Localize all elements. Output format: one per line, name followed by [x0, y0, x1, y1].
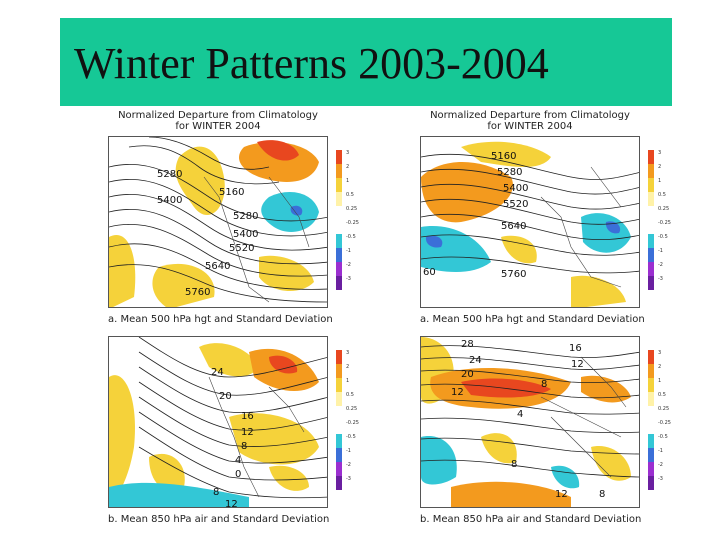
slide-title: Winter Patterns 2003-2004 [74, 39, 549, 88]
map-plot: 28 24 20 16 12 8 12 4 8 12 8 [420, 336, 640, 508]
scale-tick: 1 [346, 178, 350, 184]
contour-label: 28 [461, 339, 474, 350]
scale-tick: -2 [346, 262, 351, 268]
scale-tick: 2 [658, 364, 662, 370]
contour-label: 5520 [229, 243, 254, 254]
scale-tick: -0.5 [658, 434, 668, 440]
contour-label: 8 [599, 489, 605, 500]
contour-label: 5640 [205, 261, 230, 272]
scale-tick: -1 [346, 248, 351, 254]
scale-tick: 0.5 [346, 192, 354, 198]
scale-tick: 1 [658, 378, 662, 384]
scale-tick: -0.5 [346, 234, 356, 240]
panel-header: Normalized Departure from Climatology fo… [108, 110, 328, 132]
panel-caption: b. Mean 850 hPa air and Standard Deviati… [108, 514, 330, 525]
contour-label: 5640 [501, 221, 526, 232]
scale-tick: -3 [658, 276, 663, 282]
contour-map: 24 20 16 12 8 4 0 8 12 [109, 337, 327, 508]
scale-tick: -0.25 [346, 420, 359, 426]
contour-label: 16 [241, 411, 254, 422]
scale-tick: -1 [658, 448, 663, 454]
scale-tick: -0.25 [346, 220, 359, 226]
contour-label: 5400 [157, 195, 182, 206]
scale-tick: 0.25 [346, 206, 358, 212]
color-scale: 3 2 1 0.5 0.25 -0.25 -0.5 -1 -2 -3 [336, 150, 366, 290]
contour-label: 8 [213, 487, 219, 498]
contour-label: 5280 [497, 167, 522, 178]
scale-tick: 3 [346, 150, 350, 156]
scale-tick: -2 [346, 462, 351, 468]
scale-tick: -3 [658, 476, 663, 482]
contour-label: 20 [219, 391, 232, 402]
contour-label: 5760 [185, 287, 210, 298]
map-plot: 24 20 16 12 8 4 0 8 12 [108, 336, 328, 508]
contour-label: 5520 [503, 199, 528, 210]
scale-tick: -1 [658, 248, 663, 254]
scale-tick: 2 [346, 364, 350, 370]
contour-label: 5400 [233, 229, 258, 240]
panel-caption: a. Mean 500 hPa hgt and Standard Deviati… [420, 314, 645, 325]
contour-label: 5160 [491, 151, 516, 162]
scale-tick: -2 [658, 262, 663, 268]
contour-label: 8 [511, 459, 517, 470]
scale-tick: -3 [346, 476, 351, 482]
contour-label: 16 [569, 343, 582, 354]
scale-tick: -0.5 [658, 234, 668, 240]
scale-tick: 0.5 [658, 392, 666, 398]
header-line-1: Normalized Departure from Climatology [118, 110, 318, 121]
header-line-2: for WINTER 2004 [487, 121, 573, 132]
scale-tick: 0.5 [658, 192, 666, 198]
contour-label: 12 [555, 489, 568, 500]
scale-tick: -0.25 [658, 420, 671, 426]
contour-label: 24 [211, 367, 224, 378]
contour-label: 4 [235, 455, 241, 466]
scale-tick: 3 [346, 350, 350, 356]
contour-label: 5280 [233, 211, 258, 222]
scale-tick: 2 [658, 164, 662, 170]
contour-map: 5160 5280 5400 5520 5640 5760 60 [421, 141, 639, 307]
contour-label: 24 [469, 355, 482, 366]
contour-label: 8 [241, 441, 247, 452]
contour-label: 20 [461, 369, 474, 380]
contour-label: 12 [451, 387, 464, 398]
contour-label: 12 [571, 359, 584, 370]
scale-tick: -1 [346, 448, 351, 454]
contour-map: 5280 5160 5400 5280 5400 5520 5640 5760 [109, 137, 327, 307]
contour-map: 28 24 20 16 12 8 12 4 8 12 8 [421, 337, 639, 507]
scale-tick: -3 [346, 276, 351, 282]
scale-tick: 0.25 [346, 406, 358, 412]
color-scale: 3 2 1 0.5 0.25 -0.25 -0.5 -1 -2 -3 [648, 150, 678, 290]
contour-label: 5400 [503, 183, 528, 194]
scale-tick: 1 [346, 378, 350, 384]
map-plot: 5280 5160 5400 5280 5400 5520 5640 5760 [108, 136, 328, 308]
panel-caption: b. Mean 850 hPa air and Standard Deviati… [420, 514, 642, 525]
scale-tick: -0.25 [658, 220, 671, 226]
header-line-2: for WINTER 2004 [175, 121, 261, 132]
contour-label: 12 [241, 427, 254, 438]
color-scale: 3 2 1 0.5 0.25 -0.25 -0.5 -1 -2 -3 [648, 350, 678, 490]
contour-label: 5760 [501, 269, 526, 280]
scale-tick: 1 [658, 178, 662, 184]
contour-label: 8 [541, 379, 547, 390]
color-scale: 3 2 1 0.5 0.25 -0.25 -0.5 -1 -2 -3 [336, 350, 366, 490]
scale-tick: -2 [658, 462, 663, 468]
map-plot: 5160 5280 5400 5520 5640 5760 60 [420, 136, 640, 308]
scale-tick: 0.25 [658, 206, 670, 212]
header-line-1: Normalized Departure from Climatology [430, 110, 630, 121]
scale-tick: 3 [658, 350, 662, 356]
scale-tick: -0.5 [346, 434, 356, 440]
scale-tick: 0.5 [346, 392, 354, 398]
scale-tick: 2 [346, 164, 350, 170]
panel-header: Normalized Departure from Climatology fo… [420, 110, 640, 132]
scale-tick: 3 [658, 150, 662, 156]
title-banner: Winter Patterns 2003-2004 [60, 18, 672, 106]
contour-label: 5160 [219, 187, 244, 198]
contour-label: 5280 [157, 169, 182, 180]
panel-caption: a. Mean 500 hPa hgt and Standard Deviati… [108, 314, 333, 325]
contour-label: 4 [517, 409, 523, 420]
contour-label: 0 [235, 469, 241, 480]
scale-tick: 0.25 [658, 406, 670, 412]
contour-label: 12 [225, 499, 238, 508]
contour-label: 60 [423, 267, 436, 278]
